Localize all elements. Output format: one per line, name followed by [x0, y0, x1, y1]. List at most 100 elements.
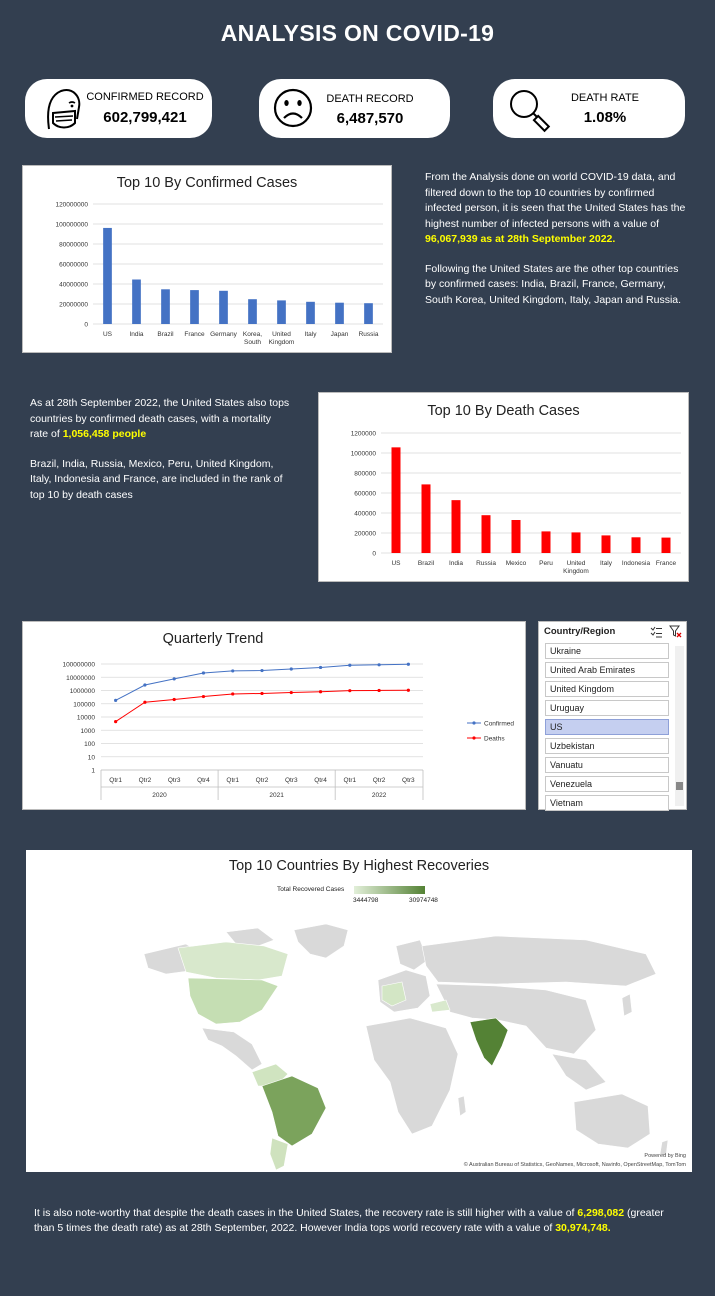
x-tick-label: India	[449, 560, 463, 567]
x-tick-label: Qtr2	[256, 777, 269, 784]
map-mexico	[201, 1027, 263, 1071]
x-tick-label: Japan	[331, 331, 349, 338]
map-credits: © Australian Bureau of Statistics, GeoNa…	[463, 1162, 686, 1168]
x-tick-label: Brazil	[418, 560, 435, 567]
confirmed-bar	[335, 302, 344, 324]
y-tick-label: 80000000	[59, 242, 88, 249]
map-usa	[187, 977, 279, 1025]
confirmed-bar	[161, 289, 170, 324]
kpi-death: DEATH RECORD 6,487,570	[259, 79, 450, 138]
series-point	[289, 667, 293, 671]
world-map	[143, 923, 669, 1171]
slicer-scrollbar[interactable]	[675, 646, 684, 806]
death-bar	[451, 500, 461, 553]
map-powered-by: Powered by Bing	[644, 1153, 686, 1159]
series-point	[348, 663, 352, 667]
map-title: Top 10 Countries By Highest Recoveries	[228, 858, 490, 874]
death-bar	[481, 515, 491, 553]
y-tick-label: 0	[84, 322, 88, 329]
confirmed-bar	[248, 299, 257, 324]
x-tick-label: Kingdom	[563, 568, 589, 575]
slicer-item[interactable]: Vanuatu	[545, 757, 669, 773]
series-point	[318, 665, 323, 670]
kpi-confirmed-label: CONFIRMED RECORD	[86, 91, 204, 103]
x-tick-label: Qtr2	[139, 777, 152, 784]
slicer-item[interactable]: Venezuela	[545, 776, 669, 792]
confirmed-desc-highlight: 96,067,939 as at 28th September 2022	[425, 233, 613, 245]
map-legend-title: Total Recovered Cases	[277, 886, 345, 893]
slicer-scroll-thumb[interactable]	[676, 782, 683, 790]
x-tick-label: France	[656, 560, 677, 567]
confirmed-bar	[306, 301, 315, 324]
map-legend-min: 3444798	[353, 897, 379, 904]
y-tick-label: 10000	[77, 715, 95, 722]
slicer-item[interactable]: Ukraine	[545, 643, 669, 659]
x-tick-label: US	[103, 331, 113, 338]
x-tick-label: Italy	[600, 560, 613, 567]
map-africa	[365, 1017, 459, 1135]
country-slicer[interactable]: Country/Region Ukraine United Arab Emirat…	[538, 621, 687, 811]
series-point	[172, 697, 176, 702]
series-point	[114, 698, 118, 702]
confirmed-bar	[364, 303, 373, 324]
legend-label: Deaths	[484, 736, 505, 743]
map-canada-islands	[225, 927, 275, 947]
slicer-item[interactable]: Uzbekistan	[545, 738, 669, 754]
kpi-death-rate-value: 1.08%	[583, 109, 627, 126]
slicer-item[interactable]: Vietnam	[545, 795, 669, 811]
y-tick-label: 120000000	[55, 202, 88, 209]
confirmed-chart-title: Top 10 By Confirmed Cases	[116, 175, 298, 191]
y-tick-label: 1000000	[70, 688, 96, 695]
page-title: ANALYSIS ON COVID-19	[220, 20, 495, 46]
map-argentina	[269, 1137, 289, 1171]
series-point	[114, 719, 118, 724]
series-point	[260, 668, 264, 673]
y-tick-label: 100000	[73, 701, 95, 708]
map-brazil	[261, 1075, 327, 1147]
slicer-item[interactable]: US	[545, 719, 669, 735]
slicer-item[interactable]: United Arab Emirates	[545, 662, 669, 678]
death-bar	[541, 531, 551, 553]
y-tick-label: 0	[372, 551, 376, 558]
y-tick-label: 400000	[354, 511, 376, 518]
y-tick-label: 1000000	[351, 451, 377, 458]
x-tick-label: United	[272, 331, 291, 338]
confirmed-bar	[132, 279, 141, 324]
magnifier-icon	[510, 90, 551, 133]
clear-filter-icon[interactable]	[669, 625, 682, 638]
confirmed-bar-chart: 0 20000000 40000000 60000000 80000000 1000000…	[55, 202, 383, 346]
x-tick-label: Qtr1	[343, 777, 356, 784]
legend-marker	[472, 721, 476, 725]
series-point	[377, 688, 381, 693]
death-bar	[511, 520, 521, 553]
y-tick-label: 60000000	[59, 262, 88, 269]
map-legend-max: 30974748	[409, 897, 438, 904]
series-point	[348, 689, 352, 693]
y-tick-label: 40000000	[59, 282, 88, 289]
x-tick-label: Peru	[539, 560, 553, 567]
series-point	[201, 671, 206, 675]
quarterly-trend-title: Quarterly Trend	[162, 631, 264, 647]
slicer-item[interactable]: Uruguay	[545, 700, 669, 716]
footnote-end: .	[607, 1222, 611, 1234]
quarterly-line-chart: 1 10 100 1000 10000 100000 1000000 10000000 1000…	[62, 662, 514, 800]
x-tick-label: United	[567, 560, 586, 567]
death-chart-title: Top 10 By Death Cases	[427, 403, 580, 419]
multi-select-icon[interactable]	[650, 626, 663, 638]
series-point	[231, 692, 235, 696]
series-point	[318, 690, 323, 694]
slicer-item[interactable]: United Kingdom	[545, 681, 669, 697]
year-group-label: 2020	[152, 792, 167, 799]
x-tick-label: India	[129, 331, 143, 338]
x-tick-label: Mexico	[506, 560, 527, 567]
series-point	[406, 688, 410, 692]
year-group-label: 2022	[372, 792, 387, 799]
death-bar	[421, 484, 431, 553]
recoveries-map-panel: Top 10 Countries By Highest Recoveries T…	[26, 850, 692, 1172]
confirmed-desc-end: .	[612, 233, 616, 245]
kpi-death-value: 6,487,570	[336, 110, 404, 127]
death-desc-p2: Brazil, India, Russia, Mexico, Peru, Uni…	[30, 457, 283, 501]
death-bar-chart: 0 200000 400000 600000 800000 1000000 1200000 U…	[351, 431, 681, 575]
death-bar	[391, 447, 401, 553]
confirmed-desc-p2: Following the United States are the othe…	[425, 262, 682, 306]
